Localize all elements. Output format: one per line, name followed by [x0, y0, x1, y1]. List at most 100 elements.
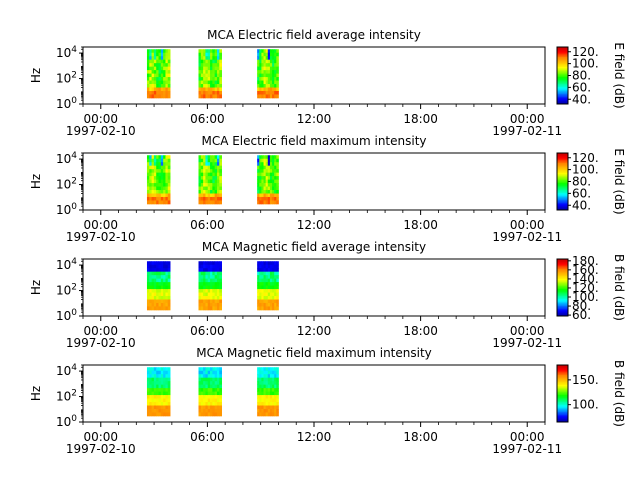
- heatmap-cell: [269, 384, 273, 389]
- heatmap-cell: [207, 179, 211, 184]
- heatmap-cell: [203, 80, 206, 85]
- heatmap-cell: [158, 77, 162, 81]
- data-block: [198, 367, 222, 417]
- heatmap-cell: [272, 165, 275, 170]
- heatmap-cell: [156, 172, 159, 177]
- heatmap-cell: [263, 370, 267, 375]
- heatmap-cell: [265, 381, 269, 386]
- heatmap-cell: [269, 264, 273, 269]
- heatmap-cell: [274, 200, 277, 205]
- colorbar-label: B field (dB): [612, 254, 626, 321]
- heatmap-cell: [167, 388, 171, 392]
- heatmap-cell: [259, 381, 262, 386]
- heatmap-cell: [219, 268, 222, 273]
- heatmap-cell: [269, 190, 273, 194]
- x-date-label-start: 1997-02-10: [66, 442, 136, 456]
- heatmap-cell: [203, 56, 206, 61]
- heatmap-cell: [219, 63, 222, 68]
- heatmap-cell: [163, 296, 166, 300]
- heatmap-cell: [203, 395, 206, 399]
- colorbar-swatch: [557, 367, 568, 370]
- heatmap-cell: [205, 306, 209, 311]
- heatmap-cell: [212, 196, 216, 201]
- colorbar-tick-label: 120.: [572, 151, 599, 165]
- heatmap-cell: [216, 186, 220, 191]
- heatmap-cell: [200, 193, 204, 198]
- heatmap-cell: [272, 391, 275, 396]
- heatmap-cell: [219, 381, 222, 386]
- data-block: [146, 261, 171, 311]
- heatmap-cell: [151, 52, 155, 57]
- heatmap-cell: [153, 59, 157, 64]
- heatmap-cell: [167, 370, 171, 375]
- heatmap-cell: [212, 87, 216, 92]
- heatmap-cell: [153, 289, 157, 293]
- heatmap-cell: [158, 70, 162, 74]
- heatmap-cell: [156, 278, 159, 283]
- heatmap-cell: [200, 179, 204, 184]
- heatmap-cell: [276, 282, 279, 286]
- heatmap-cell: [153, 381, 157, 386]
- heatmap-cell: [216, 275, 220, 280]
- heatmap-cell: [207, 193, 211, 198]
- heatmap-cell: [219, 289, 222, 293]
- heatmap-cell: [146, 264, 150, 269]
- heatmap-cell: [216, 374, 220, 379]
- heatmap-cell: [265, 200, 269, 205]
- heatmap-cell: [146, 176, 150, 180]
- data-block: [257, 261, 279, 311]
- colorbar-swatch: [557, 181, 568, 184]
- heatmap-cell: [160, 77, 164, 81]
- heatmap-cell: [259, 190, 262, 194]
- heatmap-cell: [212, 183, 216, 187]
- heatmap-cell: [198, 169, 202, 174]
- y-tick-label: 100: [56, 308, 77, 323]
- heatmap-cell: [151, 183, 155, 187]
- heatmap-cell: [165, 77, 169, 81]
- heatmap-cell: [219, 162, 222, 167]
- heatmap-cell: [210, 66, 213, 71]
- heatmap-cell: [276, 179, 279, 184]
- colorbar-swatch: [557, 207, 568, 209]
- heatmap-cell: [214, 73, 218, 78]
- heatmap-cell: [210, 282, 213, 286]
- heatmap-cell: [267, 94, 271, 99]
- heatmap-cell: [149, 292, 152, 297]
- heatmap-cell: [167, 278, 171, 283]
- heatmap-cell: [214, 200, 218, 205]
- heatmap-cell: [151, 405, 155, 410]
- colorbar-swatch: [557, 374, 568, 377]
- heatmap-cell: [212, 169, 216, 174]
- heatmap-cell: [263, 63, 267, 68]
- heatmap-cell: [153, 412, 157, 417]
- colorbar-swatch: [557, 306, 568, 308]
- heatmap-cell: [156, 196, 159, 201]
- heatmap-cell: [272, 302, 275, 307]
- heatmap-cell: [149, 186, 152, 191]
- colorbar-swatch: [557, 298, 568, 301]
- heatmap-cell: [149, 56, 152, 61]
- heatmap-cell: [167, 162, 171, 167]
- heatmap-cell: [167, 165, 171, 170]
- heatmap-cell: [200, 306, 204, 311]
- heatmap-cell: [269, 296, 273, 300]
- heatmap-cell: [265, 377, 269, 382]
- heatmap-cell: [212, 90, 216, 95]
- heatmap-cell: [210, 70, 213, 74]
- heatmap-cell: [214, 384, 218, 389]
- heatmap-cell: [263, 165, 267, 170]
- heatmap-cell: [257, 59, 260, 64]
- x-tick-label: 06:00: [190, 112, 225, 126]
- heatmap-cell: [203, 405, 206, 410]
- heatmap-cell: [158, 299, 162, 304]
- heatmap-cell: [156, 87, 159, 92]
- heatmap-cell: [216, 158, 220, 163]
- heatmap-cell: [158, 169, 162, 174]
- heatmap-cell: [167, 73, 171, 78]
- heatmap-cell: [146, 162, 150, 167]
- heatmap-cell: [200, 384, 204, 389]
- heatmap-cell: [219, 59, 222, 64]
- heatmap-cell: [200, 63, 204, 68]
- heatmap-cell: [276, 49, 279, 54]
- colorbar-swatch: [557, 307, 568, 310]
